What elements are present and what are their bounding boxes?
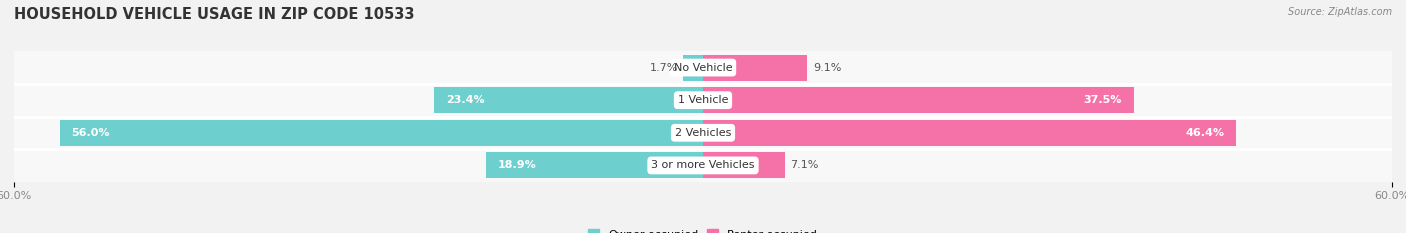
Text: No Vehicle: No Vehicle xyxy=(673,63,733,72)
Text: 56.0%: 56.0% xyxy=(72,128,110,138)
Bar xyxy=(703,55,807,81)
Legend: Owner-occupied, Renter-occupied: Owner-occupied, Renter-occupied xyxy=(583,225,823,233)
Text: 3 or more Vehicles: 3 or more Vehicles xyxy=(651,161,755,170)
Text: 23.4%: 23.4% xyxy=(446,95,485,105)
Bar xyxy=(14,116,1392,149)
Text: 2 Vehicles: 2 Vehicles xyxy=(675,128,731,138)
Text: Source: ZipAtlas.com: Source: ZipAtlas.com xyxy=(1288,7,1392,17)
Text: HOUSEHOLD VEHICLE USAGE IN ZIP CODE 10533: HOUSEHOLD VEHICLE USAGE IN ZIP CODE 1053… xyxy=(14,7,415,22)
Bar xyxy=(14,84,1392,116)
Text: 18.9%: 18.9% xyxy=(498,161,536,170)
Bar xyxy=(60,120,703,146)
Text: 46.4%: 46.4% xyxy=(1185,128,1225,138)
Bar xyxy=(14,51,1392,84)
Bar xyxy=(703,152,785,178)
Bar xyxy=(434,87,703,113)
Bar xyxy=(486,152,703,178)
Bar xyxy=(14,149,1392,182)
Text: 1 Vehicle: 1 Vehicle xyxy=(678,95,728,105)
Bar xyxy=(683,55,703,81)
Bar xyxy=(703,87,1133,113)
Text: 1.7%: 1.7% xyxy=(650,63,678,72)
Text: 9.1%: 9.1% xyxy=(813,63,842,72)
Text: 7.1%: 7.1% xyxy=(790,161,818,170)
Bar xyxy=(703,120,1236,146)
Text: 37.5%: 37.5% xyxy=(1084,95,1122,105)
